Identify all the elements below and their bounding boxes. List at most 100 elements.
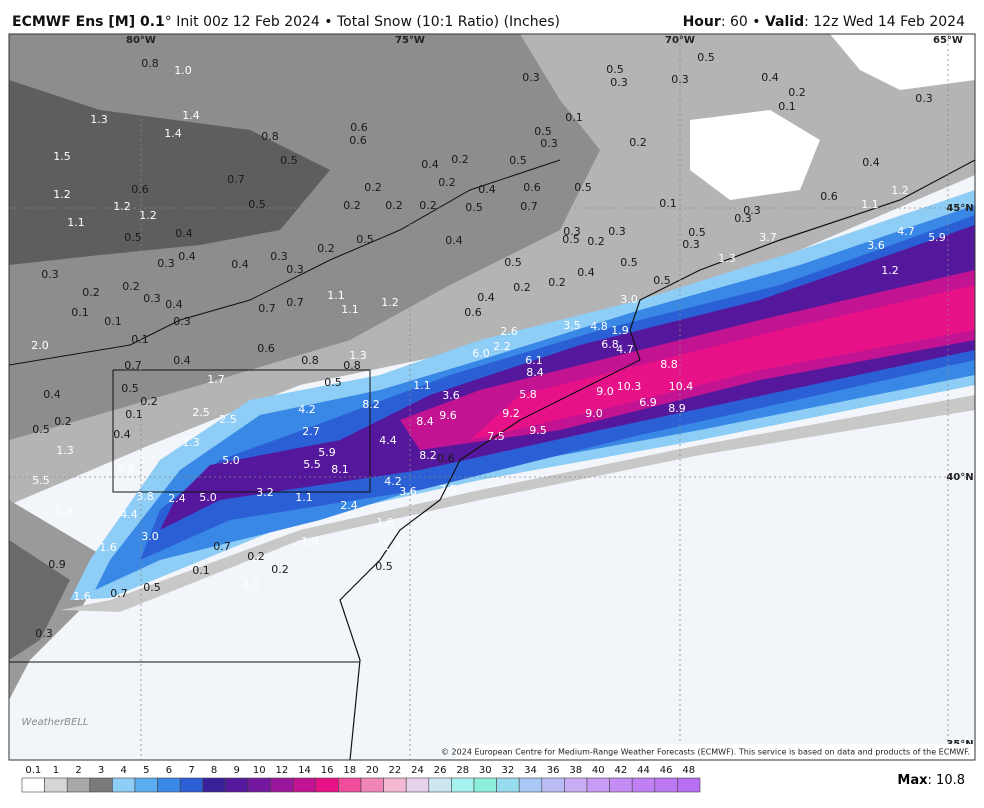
value-label: 1.8: [55, 506, 73, 519]
value-label: 0.4: [577, 266, 595, 279]
value-label: 0.1: [71, 306, 89, 319]
colorbar-swatch: [157, 777, 181, 793]
colorbar-swatch: [677, 777, 701, 793]
value-label: 0.3: [734, 212, 752, 225]
value-label: 0.1: [131, 333, 149, 346]
colorbar-swatch: [473, 777, 497, 793]
map-border: [8, 33, 976, 761]
max-value: : 10.8: [928, 773, 965, 788]
header-line: ECMWF Ens [M] 0.1° Init 00z 12 Feb 2024 …: [12, 14, 560, 30]
value-label: 0.3: [35, 627, 53, 640]
snow-shade-light: [60, 395, 975, 612]
value-label: 0.2: [271, 563, 289, 576]
value-label: 5.9: [318, 446, 336, 459]
value-label: 5.5: [303, 458, 321, 471]
value-label: 0.6: [350, 121, 368, 134]
colorbar-swatch: [112, 777, 136, 793]
colorbar-label: 7: [188, 765, 194, 776]
value-label: 3.6: [867, 239, 885, 252]
colorbar-swatch: [405, 777, 430, 793]
value-label: 1.1: [413, 379, 431, 392]
value-label: 0.1: [125, 408, 143, 421]
value-label: 0.6: [523, 181, 541, 194]
value-label: 0.5: [653, 274, 671, 287]
model: ECMWF Ens [M] 0.1: [12, 14, 165, 30]
value-label: 0.2: [343, 199, 361, 212]
colorbar-swatch: [518, 777, 543, 793]
value-label: 1.2: [891, 184, 909, 197]
colorbar-label: 30: [479, 765, 492, 776]
value-label: 0.2: [122, 280, 140, 293]
value-label: 1.3: [182, 436, 200, 449]
value-label: 0.5: [534, 125, 552, 138]
value-label: 0.4: [173, 354, 191, 367]
colorbar-swatch: [564, 777, 588, 793]
value-label: 1.0: [301, 535, 319, 548]
geo-label: 80°W: [126, 35, 156, 46]
value-label: 5.9: [928, 231, 946, 244]
graticule: [9, 34, 975, 760]
colorbar-label: 6: [166, 765, 172, 776]
value-label: 1.3: [90, 113, 108, 126]
colorbar-label: 46: [660, 765, 673, 776]
colorbar-swatch: [654, 777, 678, 793]
value-label: 1.4: [182, 109, 200, 122]
value-label: 8.4: [526, 366, 544, 379]
colorbar-swatch: [428, 777, 452, 793]
value-label: 1.2: [139, 209, 157, 222]
colorbar-label: 3: [98, 765, 104, 776]
value-label: 2.6: [500, 325, 518, 338]
hour: : 60: [721, 14, 748, 30]
value-label: 0.3: [540, 137, 558, 150]
value-label: 0.3: [157, 257, 175, 270]
value-label: 1.6: [73, 590, 91, 603]
value-label: 0.4: [165, 298, 183, 311]
value-label: 1.6: [99, 541, 117, 554]
value-label: 1.5: [53, 150, 71, 163]
colorbar-label: 1: [53, 765, 59, 776]
value-label: 1.4: [164, 127, 182, 140]
value-label: 9.5: [529, 424, 547, 437]
value-label: 0.6: [131, 183, 149, 196]
logo: WeatherBELL: [21, 717, 88, 728]
value-label: 10.4: [669, 380, 694, 393]
value-label: 0.1: [778, 100, 796, 113]
value-label: 1.1: [67, 216, 85, 229]
colorbar-label: 24: [411, 765, 424, 776]
colorbar-swatch: [541, 777, 565, 793]
colorbar-swatch: [315, 777, 339, 793]
value-label: 3.0: [141, 530, 159, 543]
value-label: 0.1: [565, 111, 583, 124]
value-label: 9.0: [585, 407, 603, 420]
value-label: 0.7: [213, 540, 231, 553]
no-snow-area: [690, 110, 820, 200]
value-label: 1.1: [327, 289, 345, 302]
value-label: 0.9: [48, 558, 66, 571]
colorbar-swatch: [270, 777, 294, 793]
value-label: 0.4: [231, 258, 249, 271]
colorbar-label: 40: [592, 765, 605, 776]
colorbar-label: 14: [298, 765, 311, 776]
value-label: 6.0: [472, 347, 490, 360]
value-label: 5.5: [32, 474, 50, 487]
max: Max: 10.8: [897, 773, 965, 788]
colorbar-label: 0.1: [25, 765, 41, 776]
value-label: 3.7: [759, 231, 777, 244]
value-label: 1.7: [138, 452, 156, 465]
value-label: 7.5: [487, 430, 505, 443]
value-label: 4.7: [897, 225, 915, 238]
value-label: 2.0: [31, 339, 49, 352]
value-label: 0.3: [610, 76, 628, 89]
value-label: 0.6: [464, 306, 482, 319]
value-label: 0.3: [143, 292, 161, 305]
value-label: 0.5: [465, 201, 483, 214]
value-label: 1.3: [383, 540, 401, 553]
value-label: 4.4: [120, 508, 138, 521]
copyright-bg: [455, 744, 975, 760]
value-label: 0.8: [343, 359, 361, 372]
colorbar-swatch: [134, 777, 158, 793]
value-label: 0.2: [54, 415, 72, 428]
colorbar-label: 22: [389, 765, 402, 776]
value-label: 0.2: [587, 235, 605, 248]
